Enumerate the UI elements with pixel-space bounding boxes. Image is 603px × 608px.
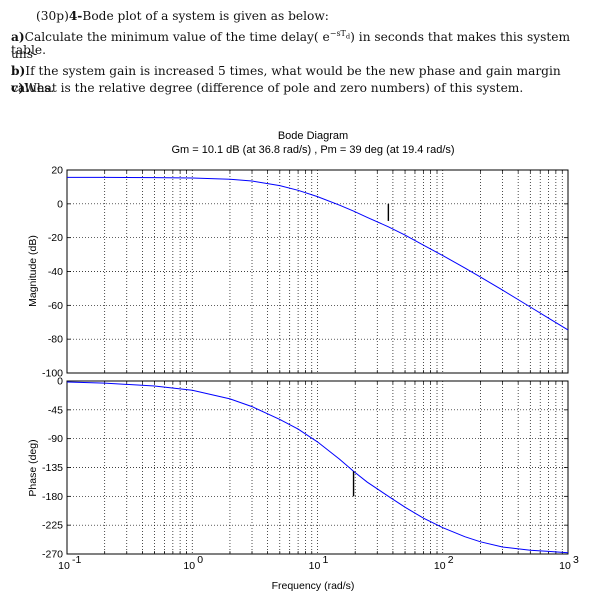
chart-title: Bode Diagram: [278, 130, 348, 142]
mag-ytick-label: 0: [57, 198, 63, 210]
phase-ytick-label: -270: [42, 549, 63, 561]
x-tick-label: 10: [434, 560, 446, 572]
part-a-label: a): [11, 30, 25, 45]
part-c-label: c): [11, 81, 25, 95]
part-b: b)If the system gain is increased 5 time…: [11, 63, 596, 97]
mag-ytick-label: -20: [48, 232, 63, 244]
problem-points: (30p): [36, 9, 69, 23]
x-tick-exponent: 0: [197, 554, 203, 566]
mag-ytick-label: -80: [48, 334, 63, 346]
part-a-line2: table.: [11, 42, 596, 59]
x-tick-exponent: -1: [72, 554, 81, 566]
time-delay-exponent: −sTd: [329, 29, 351, 41]
problem-header: (30p)4-Bode plot of a system is given as…: [36, 8, 603, 25]
phase-frame: [66, 380, 569, 555]
problem-number: 4-: [68, 9, 83, 23]
part-c: c)What is the relative degree (differenc…: [11, 80, 596, 97]
phase-ytick-label: -225: [42, 520, 63, 532]
part-c-text: What is the relative degree (difference …: [24, 81, 524, 95]
mag-ytick-label: -60: [48, 300, 63, 312]
x-tick-exponent: 2: [448, 554, 454, 566]
phase-ytick-label: -90: [48, 433, 63, 445]
part-a-text-cont: ) in seconds that makes this system uns-: [11, 30, 570, 62]
mag-ytick-label: -40: [48, 266, 63, 278]
x-tick-label: 10: [559, 560, 571, 572]
phase-ytick-label: -135: [42, 462, 63, 474]
mag-ytick-label: 20: [51, 165, 63, 177]
phase-grid: [67, 381, 568, 554]
problem-intro: Bode plot of a system is given as below:: [82, 9, 329, 23]
x-axis-label: Frequency (rad/s): [272, 580, 355, 592]
exp-sub: d: [345, 32, 351, 41]
x-tick-exponent: 3: [573, 554, 579, 566]
chart-subtitle: Gm = 10.1 dB (at 36.8 rad/s) , Pm = 39 d…: [171, 144, 454, 156]
part-a: a)Calculate the minimum value of the tim…: [11, 25, 596, 63]
x-tick-exponent: 1: [323, 554, 329, 566]
x-tick-label: 10: [309, 560, 321, 572]
phase-y-axis-label: Phase (deg): [27, 439, 39, 496]
part-a-text-end: table.: [11, 43, 46, 57]
mag-curve: [67, 176, 569, 331]
mag-ytick-label: -100: [42, 368, 63, 380]
phase-curve: [66, 381, 569, 554]
part-b-label: b): [11, 64, 26, 78]
phase-ytick-label: -180: [42, 491, 63, 503]
magnitude-plot: 20 0 -20 -40 -60 -80 -100: [42, 165, 569, 380]
x-tick-label: 10: [58, 560, 70, 572]
part-a-text: Calculate the minimum value of the time …: [24, 30, 330, 45]
mag-y-axis-label: Magnitude (dB): [27, 235, 39, 307]
part-b-text: If the system gain is increased 5 times,…: [11, 64, 561, 95]
mag-frame: [66, 169, 569, 374]
phase-ytick-label: -45: [48, 404, 63, 416]
x-tick-label: 10: [183, 560, 195, 572]
mag-grid: [67, 170, 568, 373]
exp-text: −sT: [329, 29, 346, 38]
phase-ytick-label: 0: [57, 376, 63, 388]
